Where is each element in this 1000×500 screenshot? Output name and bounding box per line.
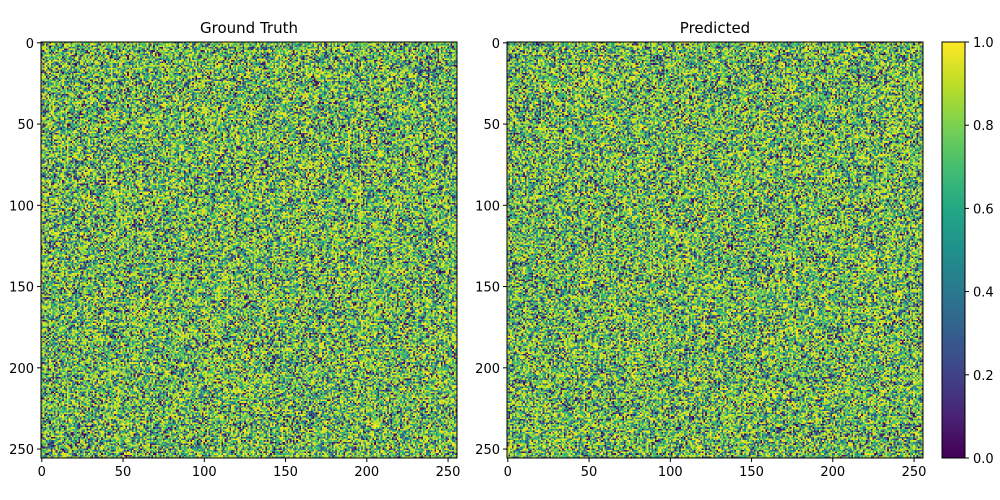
colorbar-tick-label: 0.8 [973,119,994,134]
heatmap-ground-truth [41,42,457,458]
colorbar-tick-label: 0.2 [973,369,994,384]
colorbar-tick-label: 0.4 [973,286,994,301]
axes-0: Ground Truth 0 50 100 150 200 250 0 50 100 150 200 2… [9,19,460,480]
x-tick-label: 200 [354,465,379,480]
colorbar-gradient [942,42,965,458]
x-tick-label: 150 [273,465,298,480]
chart-title: Predicted [680,19,750,37]
y-tick-label: 150 [9,281,34,296]
y-tick-label: 50 [17,118,34,133]
colorbar: 0.0 0.2 0.4 0.6 0.8 1.0 [941,36,994,467]
x-tick-label: 250 [436,465,461,480]
heatmap-predicted [507,42,923,458]
y-tick-label: 100 [9,199,34,214]
x-tick-label: 50 [115,465,132,480]
x-tick-label: 50 [581,465,598,480]
colorbar-tick-label: 0.0 [973,452,994,467]
axes-1: Predicted 0 50 100 150 200 250 0 50 100 150 200 250 [475,19,926,480]
axes-frame [40,41,458,459]
x-tick-label: 100 [658,465,683,480]
y-tick-label: 0 [492,37,500,52]
x-tick-label: 250 [902,465,927,480]
x-tick-label: 100 [192,465,217,480]
colorbar-tick-label: 1.0 [973,36,994,51]
x-tick-label: 0 [38,465,46,480]
chart-title: Ground Truth [200,19,298,37]
colorbar-frame [941,41,966,459]
colorbar-tick-label: 0.6 [973,202,994,217]
y-tick-label: 200 [9,362,34,377]
x-tick-label: 0 [504,465,512,480]
x-tick-label: 200 [820,465,845,480]
y-tick-label: 100 [475,199,500,214]
y-tick-label: 200 [475,362,500,377]
y-tick-label: 250 [9,443,34,458]
x-tick-label: 150 [739,465,764,480]
y-tick-label: 250 [475,443,500,458]
y-tick-label: 150 [475,281,500,296]
y-tick-label: 0 [26,37,34,52]
axes-frame [506,41,924,459]
y-tick-label: 50 [483,118,500,133]
